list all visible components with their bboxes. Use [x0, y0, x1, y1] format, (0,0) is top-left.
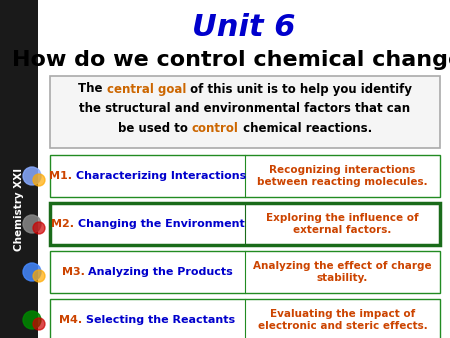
Text: Changing the Environment: Changing the Environment [77, 219, 244, 229]
Text: Recognizing interactions
between reacting molecules.: Recognizing interactions between reactin… [257, 165, 428, 187]
Circle shape [33, 222, 45, 234]
Text: of this unit is to help you identify: of this unit is to help you identify [186, 82, 412, 96]
Circle shape [23, 263, 41, 281]
Circle shape [33, 270, 45, 282]
Bar [50, 299, 440, 338]
Bar [50, 203, 440, 245]
Text: be used to: be used to [118, 121, 192, 135]
Text: M3.: M3. [62, 267, 89, 277]
Text: M2.: M2. [51, 219, 77, 229]
Text: Unit 6: Unit 6 [192, 14, 296, 43]
Text: Exploring the influence of
external factors.: Exploring the influence of external fact… [266, 213, 419, 235]
Bar [50, 76, 440, 148]
Text: Analyzing the Products: Analyzing the Products [89, 267, 233, 277]
Text: the structural and environmental factors that can: the structural and environmental factors… [80, 101, 410, 115]
Text: The: The [78, 82, 107, 96]
Circle shape [23, 215, 41, 233]
Text: chemical reactions.: chemical reactions. [239, 121, 372, 135]
Bar [50, 251, 440, 293]
Text: M4.: M4. [59, 315, 86, 325]
Text: Characterizing Interactions: Characterizing Interactions [76, 171, 246, 181]
Circle shape [23, 311, 41, 329]
Text: control: control [192, 121, 239, 135]
Bar [0, 0, 38, 338]
Text: Selecting the Reactants: Selecting the Reactants [86, 315, 235, 325]
Circle shape [33, 174, 45, 186]
Text: Evaluating the impact of
electronic and steric effects.: Evaluating the impact of electronic and … [257, 309, 428, 331]
Text: How do we control chemical change?: How do we control chemical change? [12, 50, 450, 70]
Circle shape [23, 167, 41, 185]
Bar [50, 155, 440, 197]
Text: Analyzing the effect of charge
stability.: Analyzing the effect of charge stability… [253, 261, 432, 283]
Text: central goal: central goal [107, 82, 186, 96]
Text: Chemistry XXI: Chemistry XXI [14, 168, 24, 251]
Text: M1.: M1. [49, 171, 76, 181]
Circle shape [33, 318, 45, 330]
